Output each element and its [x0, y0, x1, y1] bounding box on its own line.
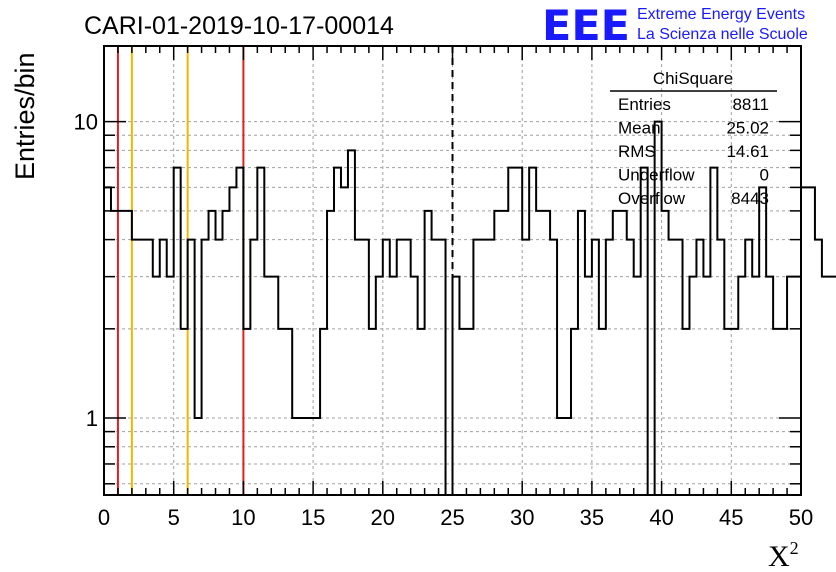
x-tick-label: 35: [580, 505, 604, 530]
stats-title: ChiSquare: [653, 69, 733, 88]
x-tick-label: 40: [649, 505, 673, 530]
stats-value: 25.02: [726, 119, 769, 138]
stats-value: 0: [760, 166, 769, 185]
stats-value: 8443: [731, 189, 769, 208]
x-axis-label-main: X: [768, 540, 790, 572]
y-tick-label: 1: [86, 406, 98, 431]
eee-logo: EEE Extreme Energy Events La Scienza nel…: [542, 1, 808, 50]
stats-box: ChiSquare Entries 8811 Mean 25.02 RMS 14.61 Un…: [610, 69, 777, 208]
x-axis-label-superscript: 2: [790, 538, 799, 558]
x-tick-label: 0: [98, 505, 110, 530]
y-axis-label: Entries/bin: [10, 52, 40, 180]
x-tick-label: 45: [719, 505, 743, 530]
x-tick-label: 30: [510, 505, 534, 530]
stats-label: Overflow: [618, 189, 686, 208]
x-axis-tick-labels: 0 5 10 15 20 25 30 35 40 45 50: [98, 505, 813, 530]
logo-line2: La Scienza nelle Scuole: [637, 26, 808, 43]
x-tick-label: 50: [789, 505, 813, 530]
logo-line1: Extreme Energy Events: [637, 6, 805, 23]
x-axis-label: X2: [768, 538, 799, 572]
x-tick-label: 5: [168, 505, 180, 530]
x-tick-label: 15: [301, 505, 325, 530]
stats-label: Mean: [618, 119, 661, 138]
logo-mark: EEE: [542, 1, 630, 50]
stats-rows: Entries 8811 Mean 25.02 RMS 14.61 Underflow 0 Ov…: [618, 95, 769, 208]
histogram-line: [104, 120, 836, 496]
x-axis-ticks: [103, 46, 802, 495]
stats-value: 14.61: [726, 142, 769, 161]
x-tick-label: 10: [231, 505, 255, 530]
stats-value: 8811: [732, 95, 769, 114]
stats-label: RMS: [618, 142, 656, 161]
y-axis-tick-labels: 1 10: [74, 110, 98, 431]
x-tick-label: 20: [371, 505, 395, 530]
stats-label: Entries: [618, 95, 671, 114]
chart-title: CARI-01-2019-10-17-00014: [84, 12, 394, 40]
x-tick-label: 25: [440, 505, 464, 530]
y-axis-ticks: [104, 120, 801, 485]
stats-label: Underflow: [618, 166, 695, 185]
y-tick-label: 10: [74, 110, 98, 135]
